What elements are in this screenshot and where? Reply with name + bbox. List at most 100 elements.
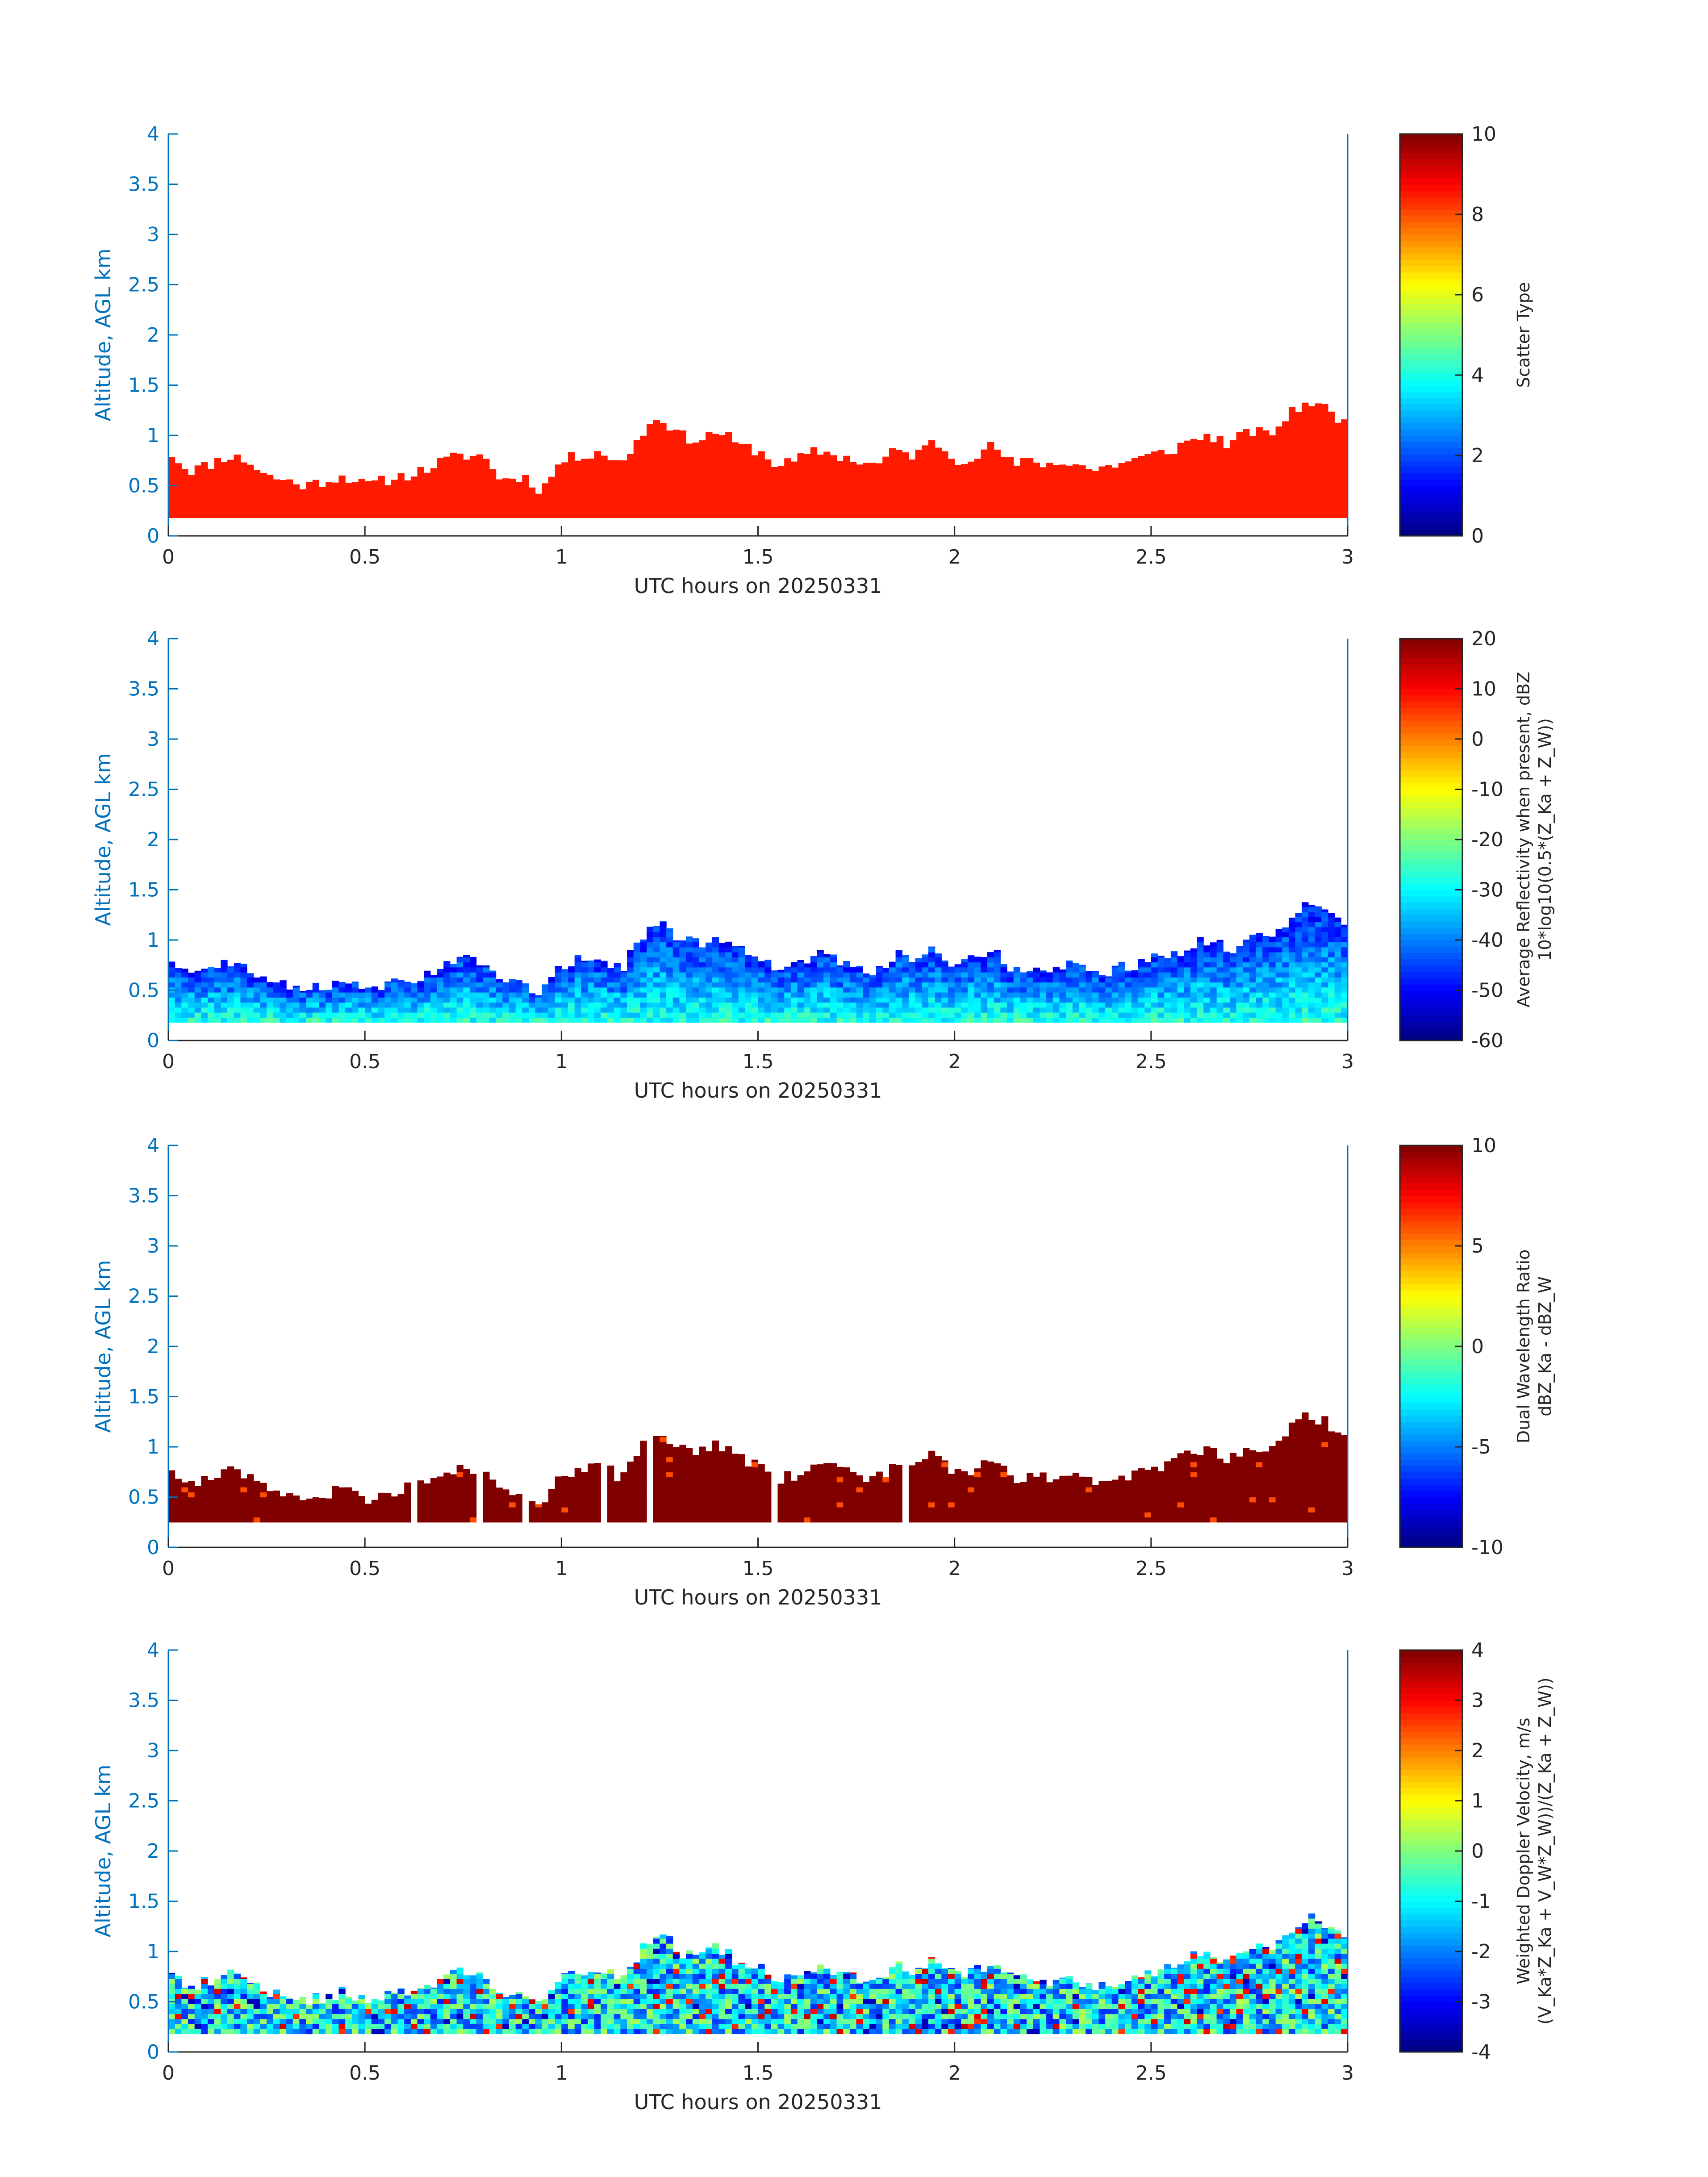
colorbar-segment (1400, 498, 1462, 505)
heatmap-cell (227, 460, 234, 463)
heatmap-cell (614, 987, 621, 993)
heatmap-cell (961, 1017, 968, 1023)
heatmap-cell (234, 482, 241, 488)
heatmap-cell (954, 477, 961, 483)
heatmap-cell (1321, 909, 1328, 912)
heatmap-cell (941, 493, 948, 498)
heatmap-cell (718, 952, 726, 957)
heatmap-cell (181, 488, 188, 493)
heatmap-cell (588, 1017, 595, 1023)
heatmap-cell (712, 493, 719, 498)
heatmap-cell (1269, 967, 1276, 973)
heatmap-cell (430, 1007, 438, 1013)
heatmap-cell (338, 488, 346, 493)
heatmap-cell (1282, 947, 1289, 953)
heatmap-cell (777, 472, 785, 478)
heatmap-cell (666, 928, 673, 932)
heatmap-cell (463, 1017, 470, 1023)
y-tick-label: 3 (147, 728, 159, 751)
heatmap-cell (1210, 992, 1217, 998)
heatmap-cell (948, 966, 955, 968)
heatmap-cell (653, 468, 660, 473)
heatmap-cell (725, 447, 732, 453)
colorbar-segment (1400, 657, 1462, 664)
heatmap-cell (214, 968, 221, 973)
heatmap-cell (660, 502, 667, 508)
colorbar-segment (1400, 485, 1462, 493)
heatmap-cell (797, 972, 804, 978)
heatmap-cell (987, 1012, 994, 1018)
heatmap-cell (1105, 502, 1112, 508)
heatmap-cell (633, 442, 640, 448)
heatmap-cell (1256, 977, 1263, 983)
heatmap-cell (1020, 458, 1027, 463)
heatmap-cell (456, 502, 464, 508)
heatmap-cell (1223, 992, 1230, 998)
heatmap-cell (1040, 982, 1047, 988)
heatmap-cell (463, 957, 470, 963)
heatmap-cell (1275, 432, 1282, 438)
heatmap-cell (627, 493, 634, 498)
heatmap-cell (928, 977, 935, 983)
heatmap-cell (469, 997, 477, 1003)
heatmap-cell (679, 452, 686, 458)
heatmap-cell (954, 1017, 961, 1023)
heatmap-cell (777, 477, 785, 483)
heatmap-cell (725, 432, 732, 438)
heatmap-cell (849, 967, 857, 973)
heatmap-cell (686, 488, 693, 493)
heatmap-cell (961, 1012, 968, 1018)
heatmap-cell (1040, 992, 1047, 998)
heatmap-cell (1033, 992, 1040, 998)
colorbar-tick-label: 10 (1471, 123, 1496, 146)
heatmap-cell (718, 1002, 726, 1008)
heatmap-cell (614, 977, 621, 983)
heatmap-cell (404, 992, 411, 998)
heatmap-cell (653, 1017, 660, 1023)
colorbar-segment (1400, 682, 1462, 689)
heatmap-cell (771, 502, 778, 508)
heatmap-cell (790, 972, 798, 978)
heatmap-cell (830, 482, 837, 488)
heatmap-cell (889, 477, 896, 483)
heatmap-cell (1288, 972, 1296, 978)
heatmap-cell (614, 497, 621, 503)
heatmap-cell (1262, 977, 1270, 983)
heatmap-cell (751, 508, 759, 513)
heatmap-cell (345, 488, 352, 493)
heatmap-cell (371, 508, 379, 513)
heatmap-cell (1302, 917, 1309, 923)
heatmap-cell (397, 513, 405, 518)
heatmap-cell (1288, 927, 1296, 932)
heatmap-cell (1000, 482, 1007, 488)
heatmap-cell (528, 508, 536, 513)
heatmap-cell (745, 472, 752, 478)
heatmap-cell (378, 1012, 385, 1018)
heatmap-cell (725, 1002, 732, 1008)
heatmap-cell (476, 1017, 483, 1023)
heatmap-cell (240, 1012, 247, 1018)
heatmap-cell (365, 987, 372, 993)
heatmap-cell (1151, 462, 1158, 468)
heatmap-cell (201, 1017, 208, 1023)
heatmap-cell (1086, 472, 1093, 478)
heatmap-cell (731, 947, 739, 953)
heatmap-cell (863, 513, 870, 518)
heatmap-cell (1052, 977, 1060, 983)
colorbar-segment (1400, 467, 1462, 474)
heatmap-cell (706, 468, 713, 473)
heatmap-cell (437, 992, 444, 998)
heatmap-cell (797, 493, 804, 498)
heatmap-cell (1111, 965, 1119, 968)
heatmap-cell (1341, 1017, 1348, 1023)
colorbar-segment (1400, 933, 1462, 940)
heatmap-cell (902, 452, 909, 458)
heatmap-cell (515, 1002, 522, 1008)
heatmap-cell (1328, 417, 1335, 423)
heatmap-cell (1033, 997, 1040, 1003)
heatmap-cell (1302, 952, 1309, 957)
heatmap-cell (922, 954, 929, 957)
heatmap-cell (731, 977, 739, 983)
heatmap-cell (941, 962, 948, 968)
heatmap-cell (764, 992, 772, 998)
